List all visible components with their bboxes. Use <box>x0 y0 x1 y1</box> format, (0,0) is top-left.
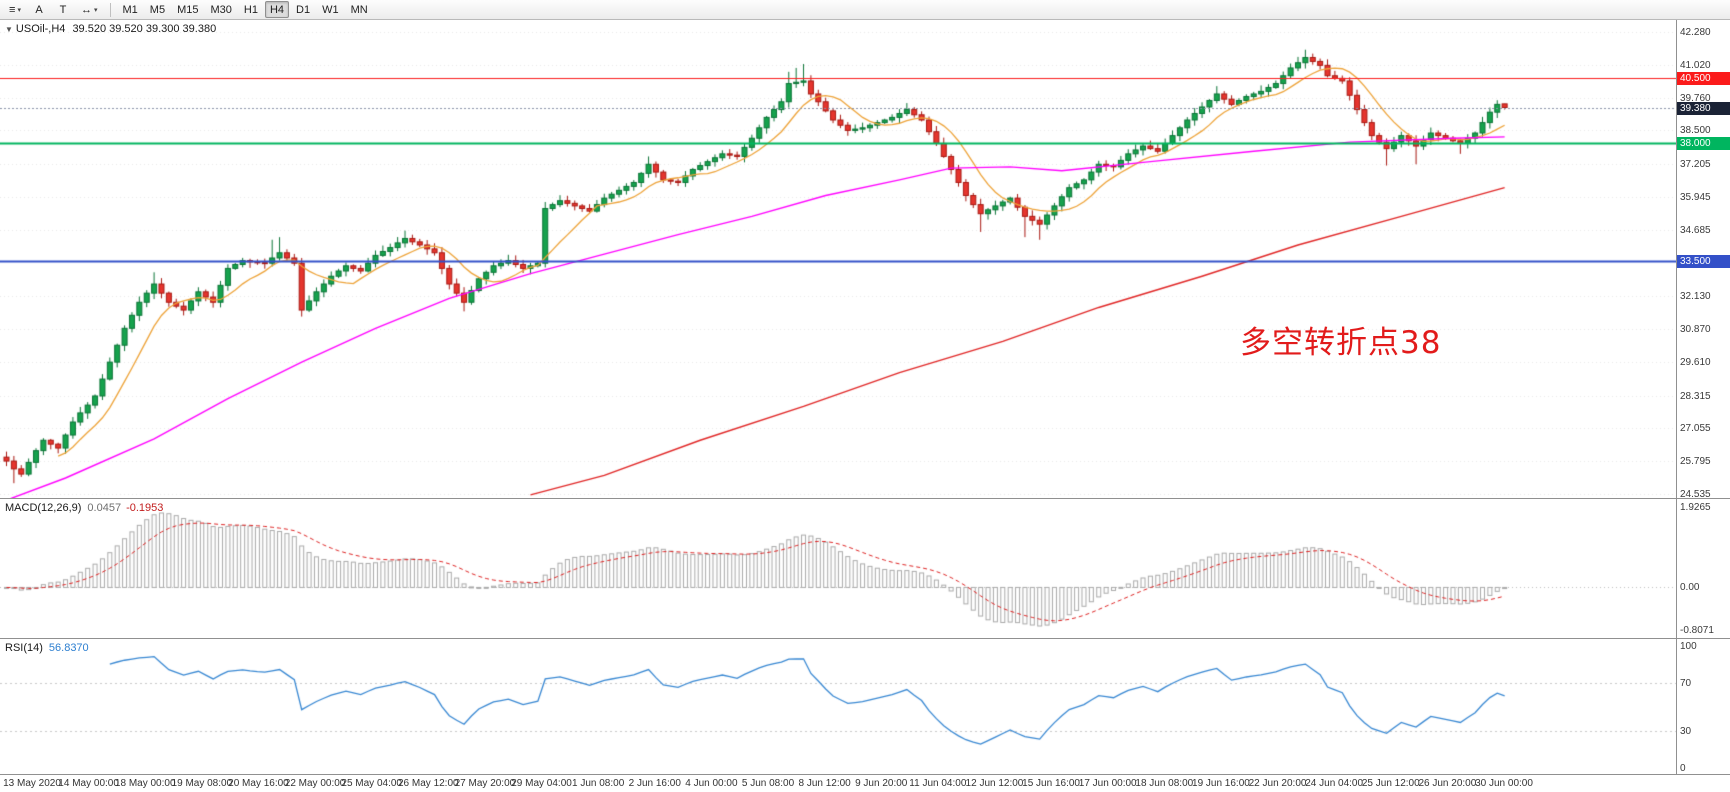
price-tick-label: 25.795 <box>1680 456 1711 468</box>
rsi-axis-label: 70 <box>1680 677 1692 689</box>
current-price-badge: 39.380 <box>1677 101 1730 115</box>
time-label: 25 Jun 12:00 <box>1361 778 1420 789</box>
level-price-badge[interactable]: 38.000 <box>1677 137 1730 151</box>
price-tick-label: 39.760 <box>1680 92 1711 104</box>
rsi-pane: RSI(14) 56.8370 100 70 30 0 <box>0 638 1730 774</box>
time-label: 26 May 12:00 <box>397 778 459 789</box>
time-label: 26 Jun 20:00 <box>1418 778 1477 789</box>
price-tick-label: 38.500 <box>1680 125 1711 137</box>
time-axis[interactable]: 13 May 2020 14 May 00:00 18 May 00:00 19 Ma… <box>0 774 1730 792</box>
rsi-plot-area[interactable]: RSI(14) 56.8370 <box>0 639 1676 774</box>
chart-dropdown-icon[interactable]: ▼ <box>5 25 13 34</box>
rsi-name: RSI(14) <box>5 642 43 654</box>
timeframe-h1-button[interactable]: H1 <box>243 3 258 16</box>
ohlc-values: 39.520 39.520 39.300 39.380 <box>72 23 217 35</box>
timeframe-m30-button[interactable]: M30 <box>210 3 232 16</box>
rsi-axis-label: 100 <box>1680 641 1697 652</box>
time-label: 22 May 00:00 <box>284 778 346 789</box>
macd-canvas[interactable] <box>0 499 1676 638</box>
symbol-timeframe-label: USOil-,H4 <box>15 23 66 35</box>
chart-list-menu-button[interactable]: ≡ ▾ <box>4 1 26 18</box>
chart-annotation-text: 多空转折点38 <box>1240 325 1442 361</box>
time-label: 27 May 20:00 <box>454 778 516 789</box>
price-tick-label: 32.130 <box>1680 291 1711 303</box>
time-label: 12 Jun 12:00 <box>965 778 1024 789</box>
time-label: 2 Jun 16:00 <box>628 778 681 789</box>
macd-name: MACD(12,26,9) <box>5 502 82 514</box>
rsi-axis-label: 30 <box>1680 726 1692 738</box>
price-tick-label: 28.315 <box>1680 390 1711 402</box>
macd-signal-value: -0.1953 <box>126 502 164 514</box>
time-label: 18 May 00:00 <box>114 778 176 789</box>
time-label: 14 May 00:00 <box>58 778 119 789</box>
price-tick-label: 41.020 <box>1680 59 1711 71</box>
time-label: 24 Jun 04:00 <box>1305 778 1364 789</box>
macd-plot-area[interactable]: MACD(12,26,9) 0.0457 -0.1953 <box>0 499 1676 638</box>
toolbar-separator <box>109 2 111 17</box>
macd-axis-label: -0.8071 <box>1680 625 1714 636</box>
time-label: 18 Jun 08:00 <box>1135 778 1194 789</box>
arrow-tool-button[interactable]: A <box>35 3 43 16</box>
price-tick-label: 35.945 <box>1680 191 1711 203</box>
timeframe-d1-button[interactable]: D1 <box>296 3 311 16</box>
macd-axis[interactable]: 1.9265 0.00 -0.8071 <box>1676 499 1730 638</box>
list-menu-icon: ≡ <box>9 3 16 16</box>
rsi-canvas[interactable] <box>0 639 1676 774</box>
text-tool-button[interactable]: T <box>59 3 67 16</box>
level-price-badge[interactable]: 33.500 <box>1677 254 1730 268</box>
pointer-tool-button[interactable]: ↔ ▾ <box>76 1 103 18</box>
price-tick-label: 34.685 <box>1680 224 1711 236</box>
time-label: 11 Jun 04:00 <box>909 778 967 789</box>
time-label: 25 May 04:00 <box>341 778 402 789</box>
chevron-down-icon: ▾ <box>17 6 21 14</box>
price-tick-label: 27.055 <box>1680 423 1711 435</box>
toolbar: ≡ ▾ A T ↔ ▾ M1 M5 M15 M30 H1 H4 D1 W1 MN <box>0 0 1730 20</box>
price-tick-label: 30.870 <box>1680 324 1711 336</box>
timeframe-m5-button[interactable]: M5 <box>149 3 166 16</box>
timeframe-w1-button[interactable]: W1 <box>322 3 339 16</box>
time-label: 19 May 08:00 <box>171 778 233 789</box>
time-label: 4 Jun 00:00 <box>685 778 738 789</box>
price-axis[interactable]: 42.280 41.020 39.760 38.500 37.205 35.945 34.6… <box>1676 20 1730 500</box>
chart-panes: ▼ USOil-,H4 39.520 39.520 39.300 39.380 多空… <box>0 20 1730 792</box>
time-label: 5 Jun 08:00 <box>741 778 795 789</box>
rsi-value: 56.8370 <box>48 642 89 654</box>
rsi-axis[interactable]: 100 70 30 0 <box>1676 639 1730 774</box>
macd-main-value: 0.0457 <box>87 502 122 514</box>
time-label: 20 May 16:00 <box>228 778 289 789</box>
main-plot-area[interactable]: ▼ USOil-,H4 39.520 39.520 39.300 39.380 多空… <box>0 20 1676 498</box>
macd-label: MACD(12,26,9) 0.0457 -0.1953 <box>5 502 163 514</box>
chart-title: ▼ USOil-,H4 39.520 39.520 39.300 39.380 <box>5 23 216 35</box>
price-tick-label: 24.535 <box>1680 489 1711 500</box>
rsi-label: RSI(14) 56.8370 <box>5 642 89 654</box>
main-price-pane: ▼ USOil-,H4 39.520 39.520 39.300 39.380 多空… <box>0 20 1730 500</box>
time-label: 8 Jun 12:00 <box>798 778 851 789</box>
timeframe-m15-button[interactable]: M15 <box>177 3 199 16</box>
chevron-down-icon: ▾ <box>94 6 98 14</box>
time-label: 9 Jun 20:00 <box>855 778 908 789</box>
price-tick-label: 29.610 <box>1680 356 1711 368</box>
price-tick-label: 42.280 <box>1680 27 1711 38</box>
time-label: 13 May 2020 <box>3 778 61 789</box>
macd-axis-label: 1.9265 <box>1680 502 1711 513</box>
time-label: 1 Jun 08:00 <box>572 778 625 789</box>
main-chart-canvas[interactable] <box>0 20 1676 498</box>
level-price-badge[interactable]: 40.500 <box>1677 72 1730 86</box>
rsi-axis-label: 0 <box>1680 763 1686 774</box>
time-label: 22 Jun 20:00 <box>1248 778 1307 789</box>
time-label: 17 Jun 00:00 <box>1078 778 1137 789</box>
time-label: 30 Jun 00:00 <box>1475 778 1533 789</box>
timeframe-mn-button[interactable]: MN <box>350 3 368 16</box>
timeframe-h4-button[interactable]: H4 <box>264 1 290 18</box>
macd-axis-label: 0.00 <box>1680 582 1700 594</box>
macd-pane: MACD(12,26,9) 0.0457 -0.1953 1.9265 0.00 -0.… <box>0 498 1730 638</box>
timeframe-m1-button[interactable]: M1 <box>122 3 138 16</box>
price-tick-label: 37.205 <box>1680 159 1711 171</box>
time-label: 29 May 04:00 <box>511 778 572 789</box>
pointer-icon: ↔ <box>81 3 92 16</box>
time-label: 15 Jun 16:00 <box>1022 778 1080 789</box>
time-label: 19 Jun 16:00 <box>1192 778 1250 789</box>
